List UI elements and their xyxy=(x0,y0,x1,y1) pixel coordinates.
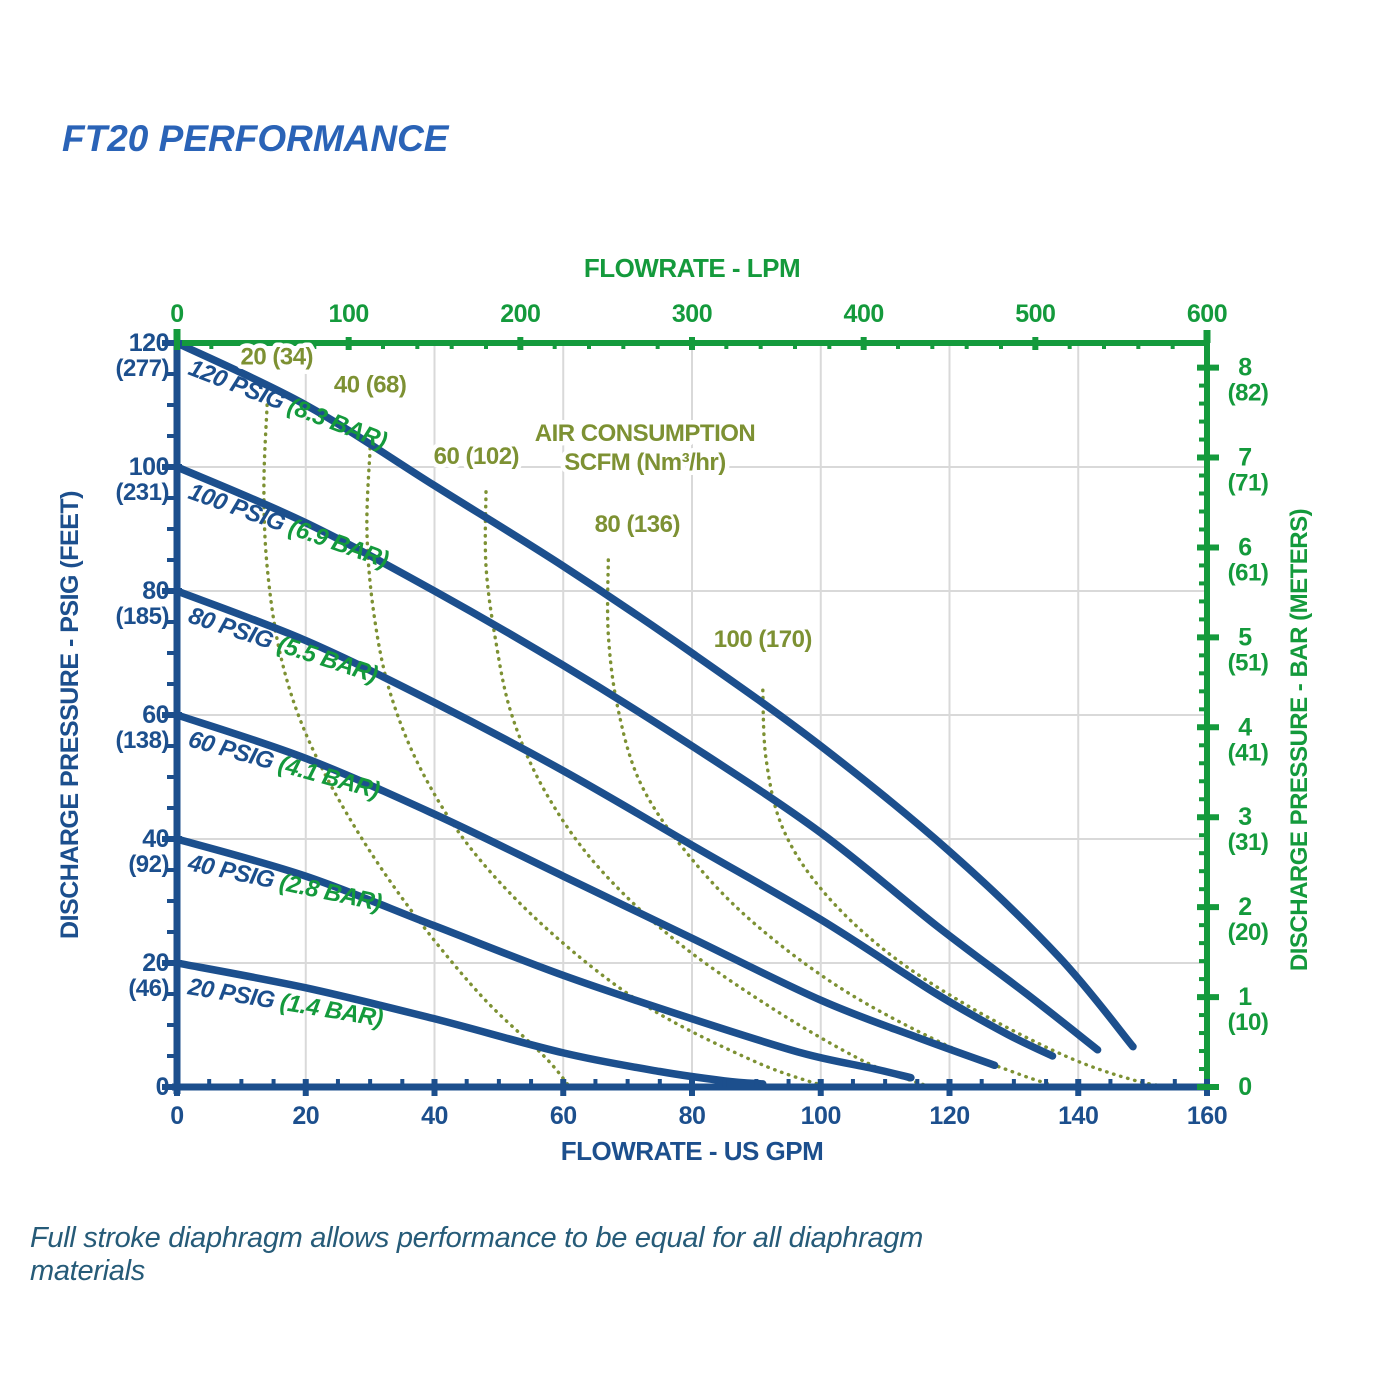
bottom-tick-label: 120 xyxy=(929,1102,969,1130)
curve-label-100-psig: 100 PSIG (6.9 BAR) xyxy=(185,478,392,574)
right-tick-sublabel: (71) xyxy=(1228,470,1269,497)
left-tick-label: 60 xyxy=(142,701,169,729)
curve-label-80-psig: 80 PSIG (5.5 BAR) xyxy=(185,602,381,689)
air-curve-40-scfm xyxy=(365,446,829,1089)
bottom-tick-label: 40 xyxy=(421,1102,448,1130)
right-tick-label: 6 xyxy=(1238,533,1251,561)
air-curve-label-60-scfm: 60 (102) xyxy=(434,443,519,470)
bottom-tick-label: 60 xyxy=(550,1102,577,1130)
120-psig-curve xyxy=(173,339,1137,1051)
bottom-tick-label: 160 xyxy=(1187,1102,1227,1130)
right-axis-title: DISCHARGE PRESSURE - BAR (METERS) xyxy=(1286,509,1313,971)
right-tick-label: 7 xyxy=(1238,444,1251,472)
left-axis-title: DISCHARGE PRESSURE - PSIG (FEET) xyxy=(56,491,84,939)
right-tick-label: 5 xyxy=(1238,623,1252,651)
bottom-tick-label: 20 xyxy=(292,1102,319,1130)
right-tick-sublabel: (31) xyxy=(1228,829,1269,856)
left-tick-label: 100 xyxy=(129,453,169,481)
bottom-tick-label: 100 xyxy=(801,1102,841,1130)
footnote: Full stroke diaphragm allows performance… xyxy=(30,1222,923,1287)
air-curve-20-scfm xyxy=(262,403,572,1089)
air-consumption-labels: 20 (34) 40 (68) 60 (102) 80 (136) 100 (170) xyxy=(236,339,817,657)
axis-ticks xyxy=(162,337,1219,1096)
top-tick-label: 600 xyxy=(1187,300,1227,328)
top-tick-label: 400 xyxy=(844,300,884,328)
top-tick-label: 500 xyxy=(1015,300,1055,328)
right-tick-label: 2 xyxy=(1238,893,1251,921)
right-tick-sublabel: (51) xyxy=(1228,649,1269,676)
left-tick-sublabel: (277) xyxy=(115,355,169,382)
100-psig-curve xyxy=(173,463,1102,1054)
curve-labels: 120 PSIG (8.3 BAR)100 PSIG (6.9 BAR)80 P… xyxy=(185,354,392,1032)
80-psig-curve xyxy=(173,587,1057,1060)
air-legend-line1: AIR CONSUMPTION xyxy=(535,420,756,447)
right-tick-label: 8 xyxy=(1238,354,1252,382)
air-curve-100-scfm xyxy=(761,688,1177,1089)
bottom-tick-label: 80 xyxy=(679,1102,706,1130)
right-tick-label: 4 xyxy=(1238,713,1252,741)
performance-curves xyxy=(173,339,1137,1088)
right-tick-sublabel: (20) xyxy=(1228,919,1269,946)
left-tick-label: 80 xyxy=(142,577,169,605)
air-curve-label-40-scfm: 40 (68) xyxy=(334,372,407,399)
gridlines xyxy=(177,343,1207,1087)
page-title: FT20 PERFORMANCE xyxy=(62,118,449,159)
right-tick-sublabel: (10) xyxy=(1228,1009,1269,1036)
right-tick-sublabel: (82) xyxy=(1228,380,1269,407)
left-tick-label: 40 xyxy=(142,825,169,853)
left-tick-sublabel: (92) xyxy=(128,851,169,878)
left-tick-label: 20 xyxy=(142,949,169,977)
60-psig-curve xyxy=(173,711,999,1070)
bottom-axis-title: FLOWRATE - US GPM xyxy=(561,1136,824,1166)
curve-label-60-psig: 60 PSIG (4.1 BAR) xyxy=(185,726,382,805)
right-tick-label: 0 xyxy=(1238,1073,1251,1101)
right-tick-label: 1 xyxy=(1238,983,1252,1011)
curve-label-40-psig: 40 PSIG (2.8 BAR) xyxy=(185,849,385,917)
air-consumption-curves xyxy=(262,403,1177,1089)
left-tick-sublabel: (46) xyxy=(128,975,169,1002)
left-tick-label: 120 xyxy=(129,329,169,357)
air-curve-label-80-scfm: 80 (136) xyxy=(595,511,680,538)
40-psig-curve xyxy=(173,835,915,1082)
left-tick-label: 0 xyxy=(156,1073,169,1101)
bottom-tick-label: 140 xyxy=(1058,1102,1098,1130)
air-curve-60-scfm xyxy=(483,490,932,1089)
bottom-tick-label: 0 xyxy=(170,1102,183,1130)
left-tick-sublabel: (138) xyxy=(115,727,169,754)
air-curve-label-20-scfm: 20 (34) xyxy=(241,344,314,371)
right-tick-sublabel: (41) xyxy=(1228,739,1269,766)
left-tick-sublabel: (231) xyxy=(115,479,169,506)
top-tick-label: 100 xyxy=(329,300,369,328)
right-tick-label: 3 xyxy=(1238,803,1251,831)
top-tick-label: 300 xyxy=(672,300,712,328)
20-psig-curve xyxy=(173,959,767,1088)
air-legend-line2: SCFM (Nm³/hr) xyxy=(564,449,725,476)
top-axis-title: FLOWRATE - LPM xyxy=(584,253,800,283)
top-tick-label: 200 xyxy=(500,300,540,328)
right-tick-sublabel: (61) xyxy=(1228,559,1269,586)
top-tick-label: 0 xyxy=(170,300,183,328)
air-curve-label-100-scfm: 100 (170) xyxy=(714,626,812,653)
left-tick-sublabel: (185) xyxy=(115,603,169,630)
